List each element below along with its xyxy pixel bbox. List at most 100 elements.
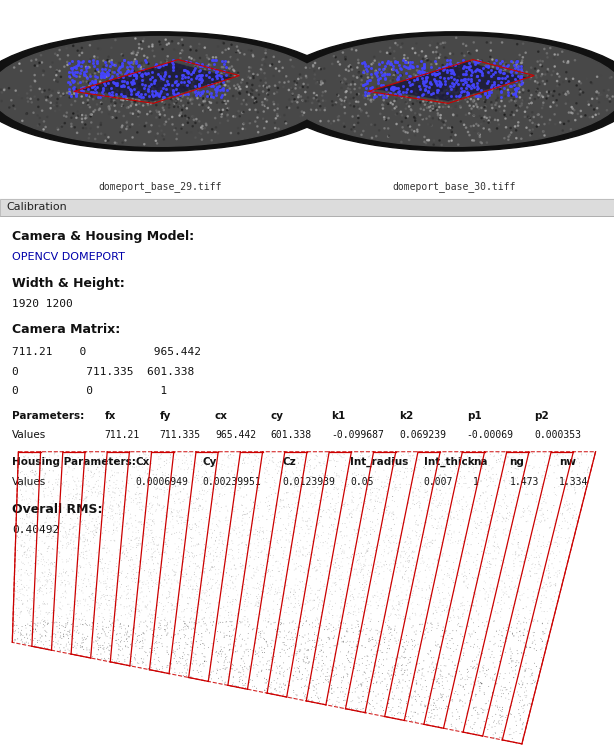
Point (223, 656, 233, 668)
Point (72, 66, 82, 78)
Point (364, 537, 374, 549)
Point (405, 58, 415, 70)
Point (384, 643, 394, 655)
Point (403, 110, 413, 122)
Point (313, 554, 322, 566)
Point (531, 471, 541, 483)
Point (495, 482, 505, 494)
Point (146, 604, 155, 616)
Point (477, 514, 487, 526)
Point (433, 38, 443, 50)
Point (345, 579, 355, 591)
Point (32, 550, 42, 562)
Point (495, 701, 505, 713)
Point (95, 453, 104, 465)
Point (85, 101, 95, 113)
Point (455, 466, 465, 478)
Point (478, 487, 488, 499)
Point (131, 542, 141, 554)
Point (486, 512, 496, 524)
Point (529, 532, 539, 544)
Point (83, 620, 93, 632)
Point (101, 135, 111, 147)
Point (33, 576, 42, 588)
Point (138, 90, 147, 102)
Point (278, 531, 287, 543)
Point (386, 634, 395, 646)
Point (248, 49, 258, 61)
Point (25, 461, 35, 473)
Point (99, 539, 109, 551)
Point (327, 95, 337, 107)
Point (39, 596, 49, 608)
Point (397, 91, 406, 103)
Point (129, 588, 139, 600)
Point (44, 482, 53, 494)
Point (444, 100, 454, 112)
Point (504, 86, 514, 98)
Point (540, 68, 550, 80)
Point (445, 562, 454, 574)
Point (246, 524, 256, 536)
Point (312, 630, 322, 642)
Point (179, 659, 189, 671)
Point (430, 68, 440, 80)
Point (53, 460, 63, 472)
Point (414, 599, 424, 611)
Point (503, 451, 513, 463)
Point (361, 628, 371, 640)
Point (383, 500, 393, 512)
Point (408, 553, 418, 565)
Point (135, 90, 145, 102)
Point (386, 58, 396, 70)
Point (61, 638, 71, 650)
Point (105, 82, 115, 94)
Point (361, 82, 371, 94)
Point (257, 644, 267, 656)
Point (354, 624, 364, 636)
Point (325, 521, 335, 533)
Point (96, 641, 106, 653)
Point (432, 674, 442, 686)
Point (153, 490, 163, 502)
Point (336, 617, 346, 629)
Point (354, 112, 363, 124)
Point (87, 88, 97, 100)
Point (402, 547, 411, 559)
Point (498, 512, 508, 524)
Point (241, 573, 251, 585)
Point (132, 566, 142, 578)
Point (208, 54, 218, 66)
Point (225, 582, 235, 594)
Point (320, 102, 330, 114)
Point (104, 102, 114, 114)
Point (23, 478, 33, 490)
Point (196, 69, 206, 81)
Point (204, 66, 214, 78)
Point (515, 478, 524, 490)
Point (128, 46, 138, 58)
Point (405, 550, 414, 562)
Point (528, 667, 538, 679)
Point (22, 107, 32, 119)
Point (67, 630, 77, 642)
Point (356, 592, 366, 604)
Point (128, 46, 138, 58)
Point (104, 475, 114, 487)
Point (278, 62, 287, 74)
Point (179, 631, 189, 643)
Point (152, 567, 161, 579)
Point (225, 574, 235, 586)
Point (496, 712, 506, 724)
Point (360, 548, 370, 560)
Point (449, 512, 459, 524)
Point (408, 525, 418, 537)
Point (429, 608, 438, 619)
Point (79, 610, 89, 622)
Point (201, 474, 211, 486)
Point (275, 686, 285, 698)
Point (491, 94, 501, 106)
Point (287, 616, 297, 628)
Point (443, 690, 453, 702)
Point (104, 51, 114, 63)
